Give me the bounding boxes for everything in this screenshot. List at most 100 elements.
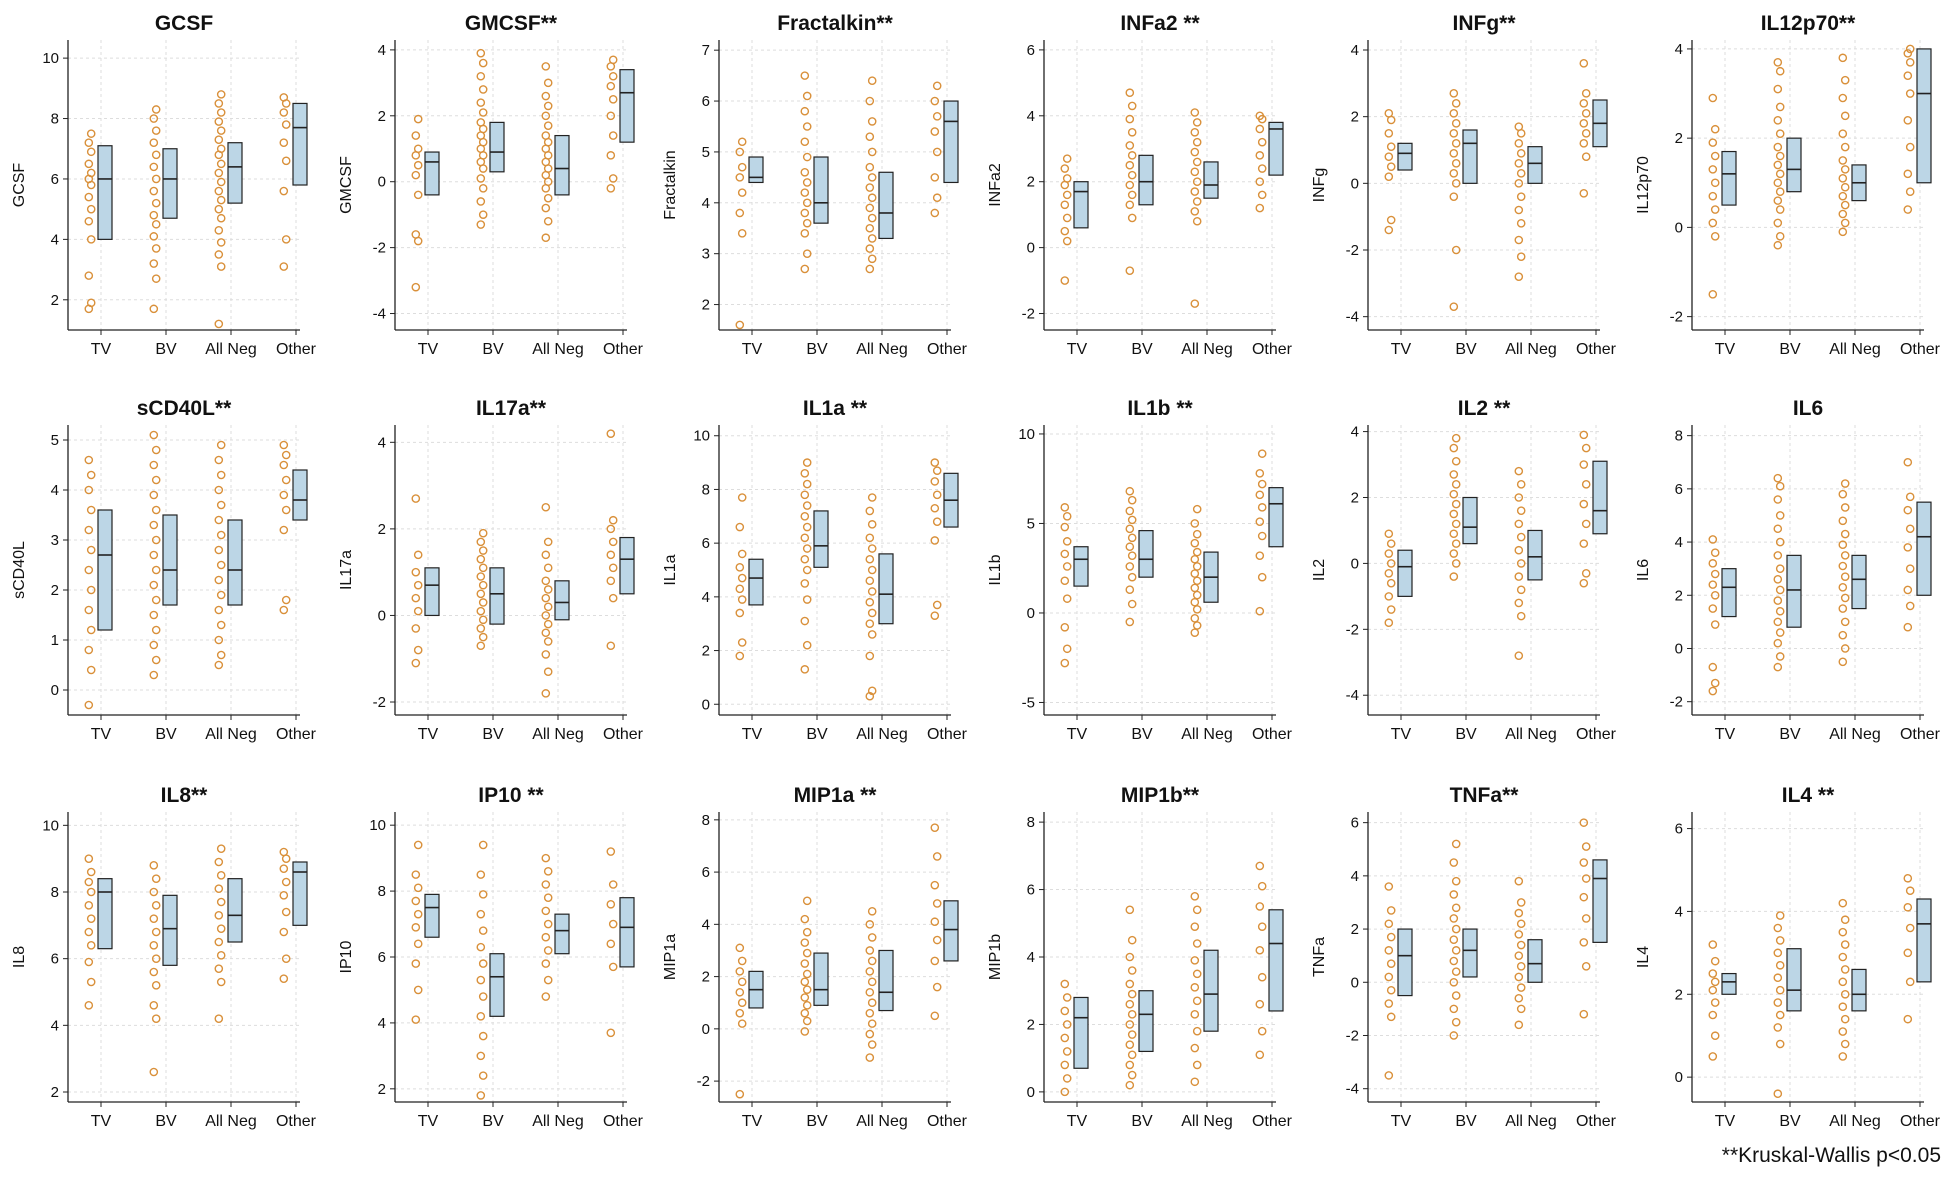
box-other xyxy=(619,897,635,968)
data-point xyxy=(867,117,877,126)
data-point xyxy=(1451,499,1461,509)
box-tv xyxy=(1073,181,1089,229)
y-tick-label: 10 xyxy=(693,428,710,445)
data-point xyxy=(543,867,553,876)
data-point xyxy=(737,638,747,647)
box-bv xyxy=(162,148,178,219)
data-point xyxy=(1190,1043,1200,1053)
data-point xyxy=(608,563,618,573)
data-point xyxy=(1775,936,1785,945)
data-point xyxy=(216,262,226,271)
y-tick-label: 4 xyxy=(51,1017,59,1034)
data-point xyxy=(543,637,553,646)
box-tv xyxy=(1397,549,1413,597)
data-point xyxy=(543,602,553,612)
data-point xyxy=(86,147,96,157)
data-point xyxy=(1451,946,1461,955)
data-point xyxy=(86,470,96,480)
data-point xyxy=(802,565,812,575)
data-point xyxy=(737,493,747,502)
data-point xyxy=(865,203,875,213)
data-point xyxy=(1190,187,1200,196)
data-point xyxy=(1451,119,1461,128)
data-point xyxy=(1192,939,1202,948)
data-point xyxy=(1060,658,1070,668)
data-point xyxy=(1775,537,1785,547)
y-axis-label: TNFa xyxy=(1311,937,1328,977)
data-point xyxy=(867,933,877,942)
data-point xyxy=(865,1053,875,1062)
data-point xyxy=(476,71,486,81)
data-point xyxy=(1384,109,1394,118)
data-point xyxy=(279,93,289,102)
data-point xyxy=(1060,1060,1070,1070)
data-point xyxy=(606,151,616,160)
data-point xyxy=(279,974,289,983)
data-point xyxy=(476,975,486,985)
data-point xyxy=(1773,240,1783,250)
data-point xyxy=(1062,154,1072,163)
data-point xyxy=(1062,174,1072,183)
data-point xyxy=(1192,1026,1202,1036)
x-tick-label-other: Other xyxy=(927,726,968,743)
data-point xyxy=(151,1014,161,1023)
data-point xyxy=(281,877,291,887)
data-point xyxy=(1838,227,1848,237)
data-point xyxy=(1125,524,1135,534)
box-bv xyxy=(1138,154,1154,206)
data-point xyxy=(1838,1052,1848,1061)
data-point xyxy=(1449,956,1459,966)
data-point xyxy=(1062,213,1072,223)
data-point xyxy=(867,998,877,1008)
data-point xyxy=(478,563,488,573)
data-point xyxy=(1516,559,1526,568)
x-tick-label-other: Other xyxy=(1252,726,1293,743)
data-point xyxy=(1125,542,1135,552)
x-tick-label-tv: TV xyxy=(418,341,439,358)
y-tick-label: 3 xyxy=(702,246,710,263)
data-point xyxy=(541,650,551,659)
data-point xyxy=(216,470,226,480)
data-point xyxy=(541,62,551,71)
data-point xyxy=(279,927,289,937)
data-point xyxy=(1708,985,1718,995)
box-bv xyxy=(813,156,829,224)
data-point xyxy=(214,250,224,259)
data-point xyxy=(735,943,745,953)
data-point xyxy=(1840,965,1850,974)
data-point xyxy=(84,525,94,535)
data-point xyxy=(932,982,942,992)
data-point xyxy=(151,625,161,635)
x-tick-label-tv: TV xyxy=(742,1113,763,1130)
data-point xyxy=(214,575,224,585)
data-point xyxy=(1449,858,1459,867)
data-point xyxy=(1190,597,1200,607)
box-bv xyxy=(1786,948,1802,1012)
data-point xyxy=(411,658,421,668)
y-tick-label: 8 xyxy=(1675,428,1683,445)
panel-il8: IL8** IL8 2 4 6 8 10 TV BV All Neg Other xyxy=(11,784,317,1130)
data-point xyxy=(1384,129,1394,138)
data-point xyxy=(279,864,289,873)
data-point xyxy=(1775,960,1785,970)
y-tick-label: 8 xyxy=(1027,814,1035,831)
data-point xyxy=(800,511,810,521)
data-point xyxy=(1581,443,1591,453)
data-point xyxy=(216,871,226,880)
y-axis-label: IL2 xyxy=(1311,559,1328,581)
data-point xyxy=(1190,956,1200,965)
data-point xyxy=(84,216,94,226)
data-point xyxy=(865,597,875,607)
data-point xyxy=(84,605,94,615)
data-point xyxy=(1775,187,1785,196)
box-other xyxy=(1268,487,1284,548)
data-point xyxy=(802,218,812,228)
data-point xyxy=(1905,492,1915,502)
box-bv xyxy=(1462,129,1478,184)
data-point xyxy=(476,1012,486,1021)
data-point xyxy=(1257,479,1267,489)
box-tv xyxy=(97,509,113,631)
data-point xyxy=(214,857,224,867)
data-point xyxy=(1257,137,1267,147)
y-tick-label: 4 xyxy=(51,231,59,248)
